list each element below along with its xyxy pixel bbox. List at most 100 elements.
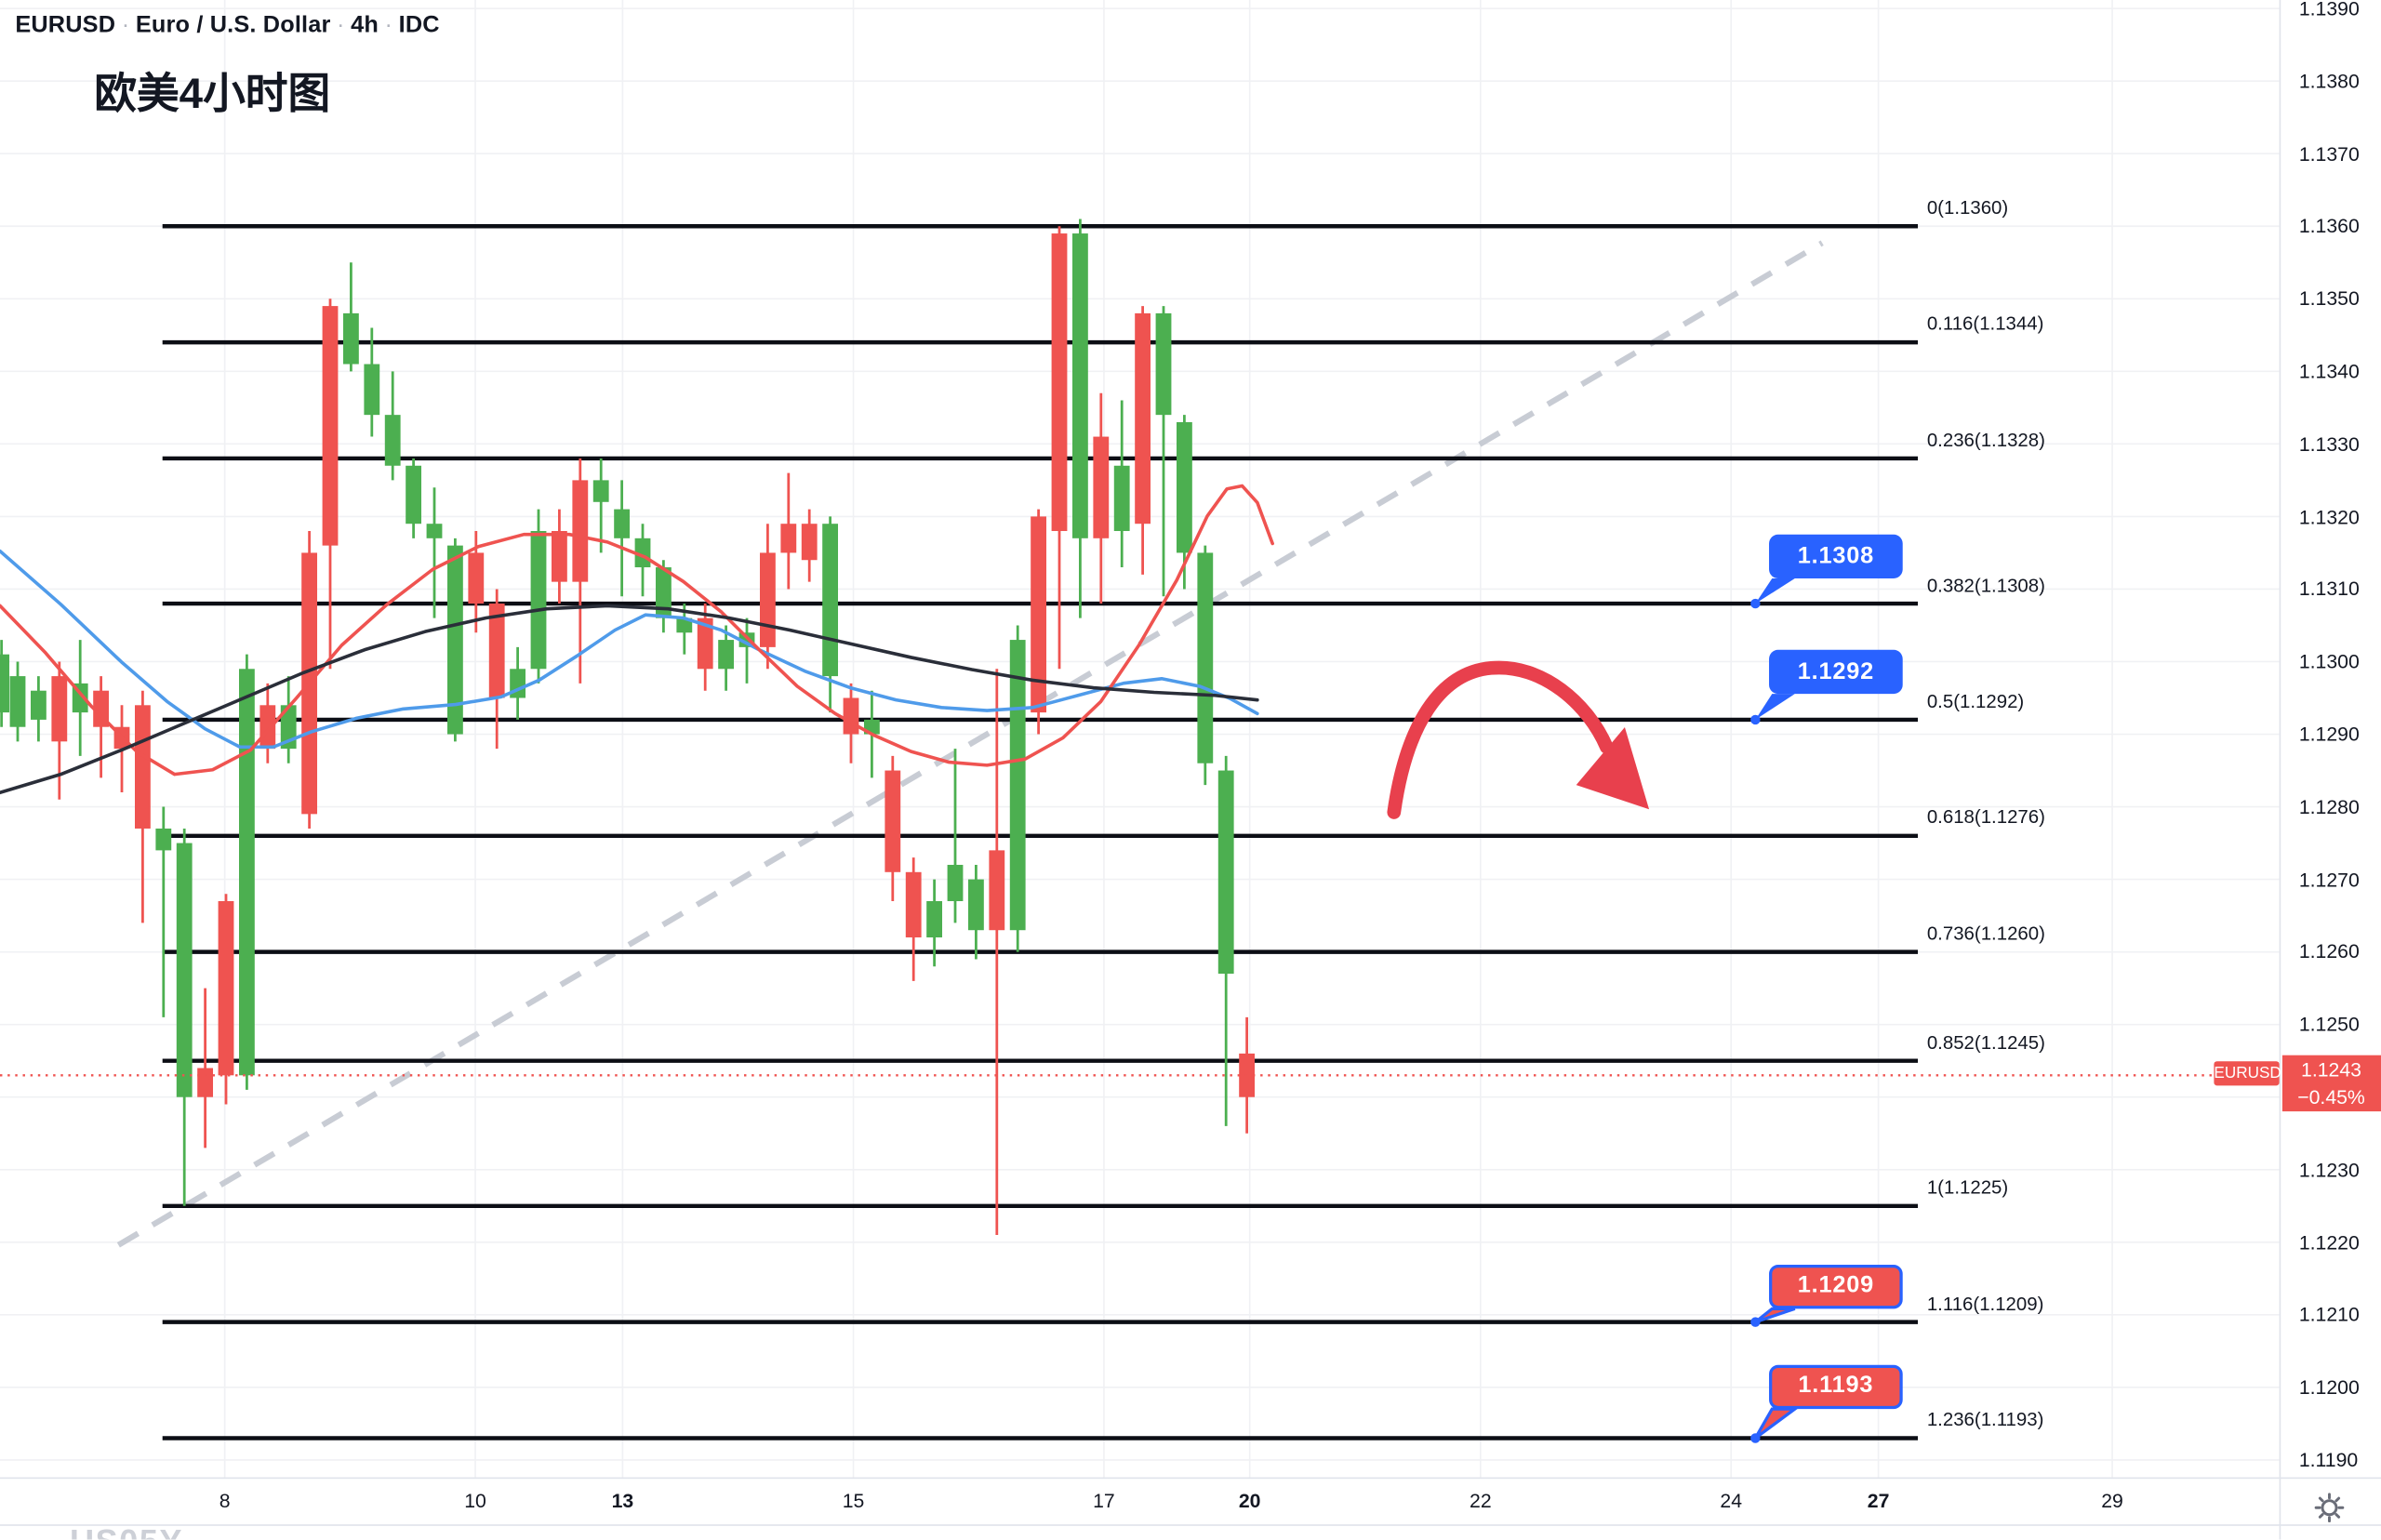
- candle-body: [989, 850, 1005, 931]
- candle-body: [1197, 552, 1214, 763]
- fib-level-label: 0.852(1.1245): [1926, 1031, 2045, 1054]
- candle-body: [1155, 312, 1172, 416]
- price-axis-label: 1.1270: [2298, 868, 2360, 891]
- last-price-axis-label: 1.1243 −0.45%: [2281, 1055, 2381, 1112]
- callout-anchor-dot: [1750, 714, 1761, 725]
- candle-body: [30, 690, 47, 720]
- callout-tail: [1753, 1407, 1800, 1440]
- pane-divider[interactable]: [0, 1524, 2381, 1526]
- candle-body: [572, 480, 589, 582]
- candle-body: [1031, 516, 1047, 713]
- candle-body: [614, 509, 631, 538]
- fib-level-label: 0.618(1.1276): [1926, 806, 2045, 829]
- price-axis-label: 1.1390: [2298, 0, 2360, 20]
- candle-body: [134, 705, 151, 829]
- candle-body: [259, 705, 276, 750]
- candle-body: [1217, 770, 1234, 975]
- time-axis-label: 10: [464, 1489, 486, 1513]
- candle-body: [406, 465, 422, 524]
- candle-body: [1113, 465, 1130, 532]
- candle-body: [1009, 640, 1026, 931]
- candle-body: [1176, 421, 1192, 553]
- time-axis-label: 22: [1470, 1489, 1492, 1513]
- callout-anchor-dot: [1750, 1317, 1761, 1327]
- symbol-legend[interactable]: EURUSD · Euro / U.S. Dollar · 4h · IDC: [15, 12, 439, 39]
- candle-body: [9, 676, 26, 727]
- candle-body: [1093, 436, 1110, 538]
- candle-body: [218, 901, 234, 1076]
- last-price-change: −0.45%: [2297, 1085, 2365, 1109]
- ma-fast-blue: [0, 549, 1259, 750]
- candle-body: [384, 415, 401, 466]
- last-price-value: 1.1243: [2301, 1057, 2361, 1082]
- candle-body: [655, 567, 672, 618]
- fib-level-label: 0(1.1360): [1926, 197, 2009, 219]
- symbol-name: EURUSD: [15, 12, 116, 38]
- candle-body: [530, 531, 547, 670]
- candle-body: [155, 828, 172, 851]
- candle-body: [759, 552, 776, 647]
- price-callout-label[interactable]: 1.1209: [1769, 1265, 1903, 1309]
- candle-body: [822, 524, 839, 677]
- time-axis-label: 8: [219, 1489, 231, 1513]
- fib-retracement[interactable]: [162, 224, 1919, 1440]
- fib-level-label: 1.116(1.1209): [1926, 1293, 2044, 1315]
- arrow-shaft: [1387, 660, 1614, 819]
- candle-body: [238, 669, 255, 1076]
- candle-body: [634, 538, 651, 568]
- time-axis-label: 27: [1867, 1489, 1890, 1513]
- time-axis[interactable]: 8 10 13 15 17 20 22 24 27 29: [0, 1477, 2381, 1526]
- symbol-exchange: IDC: [398, 12, 440, 38]
- candle-body: [697, 617, 713, 670]
- candle-body: [51, 676, 68, 742]
- time-axis-label: 20: [1238, 1489, 1261, 1513]
- callout-anchor-dot: [1750, 1433, 1761, 1443]
- candle-body: [780, 524, 797, 553]
- symbol-description: Euro / U.S. Dollar: [135, 12, 331, 38]
- price-axis-label: 1.1350: [2298, 287, 2360, 311]
- price-callout-label[interactable]: 1.1193: [1769, 1364, 1903, 1410]
- price-axis-label: 1.1200: [2298, 1375, 2360, 1400]
- price-axis-label: 1.1370: [2298, 141, 2360, 166]
- price-axis-label: 1.1230: [2298, 1158, 2360, 1181]
- candle-body: [843, 697, 859, 735]
- arrow-head: [1576, 727, 1650, 810]
- time-axis-label: 15: [842, 1489, 865, 1513]
- candle-body: [967, 879, 984, 931]
- time-axis-label: 17: [1093, 1489, 1115, 1513]
- price-axis-label: 1.1250: [2298, 1013, 2360, 1036]
- fib-level-label: 0.236(1.1328): [1926, 429, 2045, 451]
- price-axis-label: 1.1190: [2298, 1448, 2359, 1472]
- time-axis-label: 24: [1720, 1489, 1743, 1513]
- candle-body: [488, 604, 505, 698]
- candle-body: [426, 524, 443, 538]
- fib-level-label: 1(1.1225): [1926, 1176, 2009, 1199]
- dashed-trendline[interactable]: [116, 240, 1824, 1248]
- price-axis-label: 1.1220: [2298, 1230, 2360, 1255]
- candle-body: [176, 843, 193, 1097]
- candle-body: [322, 306, 339, 546]
- price-axis[interactable]: 1.1390 1.1380 1.1370 1.1360 1.1350 1.1340 1.13…: [2279, 0, 2381, 1478]
- candle-body: [0, 654, 10, 713]
- candle-body: [885, 770, 901, 872]
- drawn-arrow-annotation[interactable]: [1387, 660, 1650, 819]
- price-callout-label[interactable]: 1.1308: [1769, 534, 1903, 579]
- candle-body: [551, 531, 567, 582]
- candle-body: [446, 545, 463, 735]
- price-scale-settings-gear-icon[interactable]: [2313, 1491, 2347, 1524]
- candle-body: [592, 480, 609, 502]
- price-axis-label: 1.1380: [2298, 69, 2360, 93]
- chart-annotation-title: 欧美4小时图: [94, 70, 331, 117]
- price-axis-label: 1.1300: [2298, 650, 2360, 673]
- price-axis-label: 1.1280: [2298, 795, 2360, 818]
- callout-tail: [1755, 578, 1795, 604]
- legend-separator: ·: [121, 12, 130, 38]
- price-callout-label[interactable]: 1.1292: [1769, 649, 1903, 695]
- candle-body: [801, 524, 818, 561]
- axis-corner: [2279, 1477, 2381, 1540]
- ma-slow-black: [0, 604, 1259, 795]
- fib-level-label: 0.382(1.1308): [1926, 575, 2045, 596]
- price-axis-label: 1.1360: [2298, 214, 2360, 238]
- candle-body: [926, 901, 943, 938]
